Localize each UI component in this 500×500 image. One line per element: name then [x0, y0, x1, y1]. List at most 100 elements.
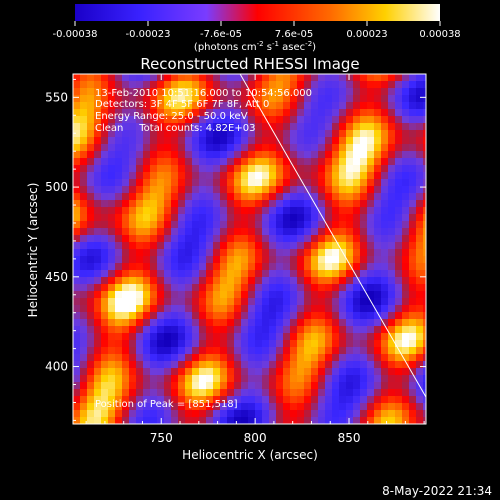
heatmap-cell: [171, 417, 178, 424]
x-tick-label: 800: [244, 431, 267, 445]
heatmap-cell: [311, 298, 318, 305]
heatmap-cell: [402, 95, 409, 102]
heatmap-cell: [374, 242, 381, 249]
heatmap-cell: [199, 144, 206, 151]
heatmap-cell: [283, 354, 290, 361]
heatmap-cell: [80, 382, 87, 389]
heatmap-cell: [409, 368, 416, 375]
heatmap-cell: [115, 389, 122, 396]
heatmap-cell: [199, 102, 206, 109]
heatmap-cell: [192, 291, 199, 298]
heatmap-cell: [367, 81, 374, 88]
heatmap-cell: [87, 256, 94, 263]
heatmap-cell: [374, 312, 381, 319]
heatmap-cell: [101, 375, 108, 382]
heatmap-cell: [101, 88, 108, 95]
heatmap-cell: [101, 74, 108, 81]
heatmap-cell: [80, 214, 87, 221]
heatmap-cell: [108, 102, 115, 109]
heatmap-cell: [339, 312, 346, 319]
heatmap-cell: [374, 130, 381, 137]
heatmap-cell: [199, 137, 206, 144]
heatmap-cell: [262, 277, 269, 284]
heatmap-cell: [150, 116, 157, 123]
heatmap-cell: [101, 123, 108, 130]
heatmap-cell: [311, 249, 318, 256]
heatmap-cell: [248, 207, 255, 214]
heatmap-cell: [192, 242, 199, 249]
heatmap-cell: [374, 137, 381, 144]
heatmap-cell: [360, 382, 367, 389]
heatmap-cell: [297, 263, 304, 270]
heatmap-cell: [73, 277, 80, 284]
heatmap-cell: [269, 193, 276, 200]
heatmap-cell: [262, 249, 269, 256]
heatmap-cell: [353, 270, 360, 277]
heatmap-cell: [381, 326, 388, 333]
heatmap-cell: [367, 291, 374, 298]
heatmap-cell: [388, 256, 395, 263]
heatmap-cell: [402, 410, 409, 417]
heatmap-cell: [192, 389, 199, 396]
heatmap-cell: [304, 102, 311, 109]
heatmap-cell: [199, 298, 206, 305]
heatmap-cell: [206, 284, 213, 291]
heatmap-cell: [269, 263, 276, 270]
heatmap-cell: [304, 389, 311, 396]
heatmap-cell: [164, 151, 171, 158]
heatmap-cell: [101, 277, 108, 284]
heatmap-cell: [136, 214, 143, 221]
heatmap-cell: [129, 228, 136, 235]
heatmap-cell: [234, 200, 241, 207]
heatmap-cell: [192, 81, 199, 88]
heatmap-cell: [157, 375, 164, 382]
heatmap-cell: [360, 74, 367, 81]
heatmap-cell: [360, 228, 367, 235]
heatmap-cell: [416, 193, 423, 200]
heatmap-cell: [248, 319, 255, 326]
heatmap-cell: [94, 235, 101, 242]
heatmap-cell: [122, 270, 129, 277]
heatmap-cell: [101, 81, 108, 88]
heatmap-cell: [115, 312, 122, 319]
heatmap-cell: [402, 389, 409, 396]
heatmap-cell: [220, 403, 227, 410]
heatmap-cell: [346, 263, 353, 270]
heatmap-cell: [269, 109, 276, 116]
heatmap-cell: [206, 235, 213, 242]
heatmap-cell: [199, 130, 206, 137]
heatmap-cell: [227, 277, 234, 284]
heatmap-cell: [374, 144, 381, 151]
heatmap-cell: [290, 361, 297, 368]
heatmap-cell: [339, 235, 346, 242]
heatmap-cell: [409, 410, 416, 417]
heatmap-cell: [388, 228, 395, 235]
heatmap-cell: [94, 74, 101, 81]
heatmap-cell: [283, 389, 290, 396]
heatmap-cell: [325, 270, 332, 277]
heatmap-cell: [416, 214, 423, 221]
heatmap-cell: [87, 81, 94, 88]
heatmap-cell: [199, 228, 206, 235]
heatmap-cell: [227, 200, 234, 207]
heatmap-cell: [185, 298, 192, 305]
heatmap-cell: [115, 130, 122, 137]
heatmap-cell: [157, 200, 164, 207]
heatmap-cell: [101, 151, 108, 158]
heatmap-cell: [332, 130, 339, 137]
heatmap-cell: [269, 396, 276, 403]
heatmap-cell: [143, 368, 150, 375]
heatmap-cell: [416, 263, 423, 270]
heatmap-cell: [409, 396, 416, 403]
heatmap-cell: [290, 417, 297, 424]
heatmap-cell: [157, 417, 164, 424]
heatmap-cell: [367, 340, 374, 347]
heatmap-cell: [374, 256, 381, 263]
heatmap-cell: [255, 179, 262, 186]
heatmap-cell: [339, 298, 346, 305]
heatmap-cell: [248, 396, 255, 403]
heatmap-cell: [402, 123, 409, 130]
heatmap-cell: [129, 235, 136, 242]
heatmap-cell: [178, 81, 185, 88]
heatmap-cell: [269, 284, 276, 291]
